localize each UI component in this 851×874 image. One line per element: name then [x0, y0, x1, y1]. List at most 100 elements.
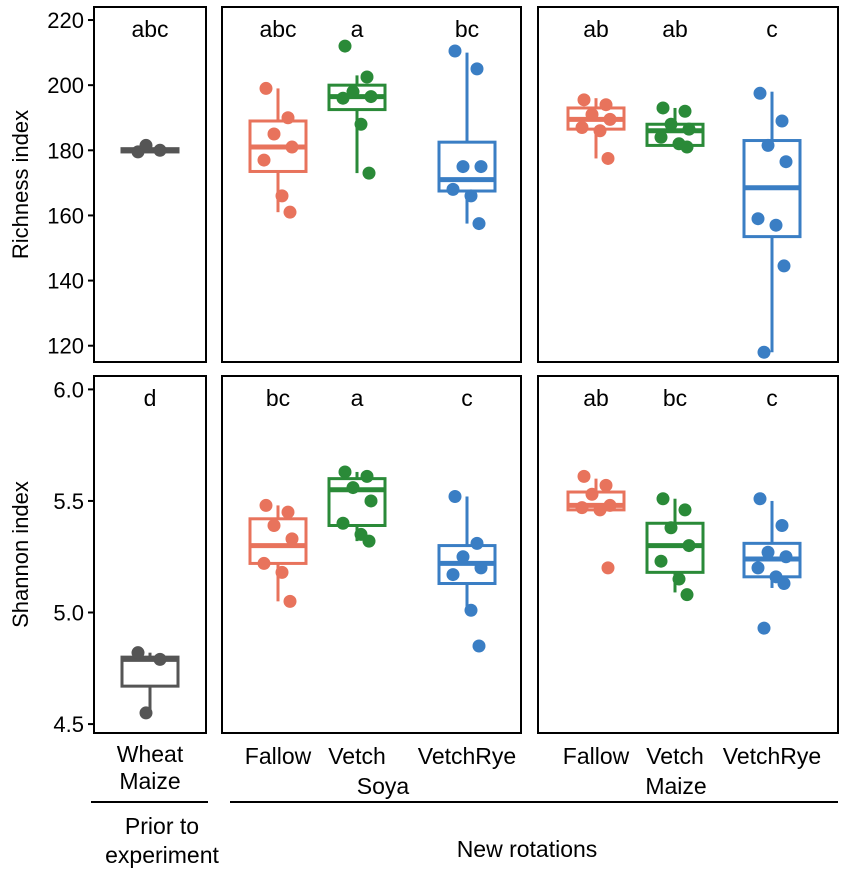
shannon-soya-fallow-point: [275, 565, 289, 579]
shannon-maize-fallow-point: [585, 487, 599, 501]
richness-soya-vetchrye-point: [446, 182, 460, 196]
richness-maize-vetchrye-point: [753, 86, 767, 100]
richness-soya-vetchrye-point: [448, 44, 462, 58]
richness-soya-vetch-point: [338, 39, 352, 53]
group-label-soya: Soya: [357, 773, 410, 799]
shannon-panel-prior: [93, 375, 207, 734]
shannon-maize-fallow-point: [599, 478, 613, 492]
shannon-panel-maize: [537, 375, 839, 734]
richness-maize-vetchrye-point: [761, 138, 775, 152]
richness-maize-vetchrye-point: [779, 155, 793, 169]
richness-maize-vetchrye-point: [775, 114, 789, 128]
shannon-maize-vetchrye-point: [753, 492, 767, 506]
shannon-maize-vetchrye-point: [751, 561, 765, 575]
richness-soya-fallow-point: [275, 189, 289, 203]
richness-maize-vetch-point: [656, 101, 670, 115]
group-label-maize: Maize: [645, 773, 706, 799]
richness-maize-fallow-point: [577, 93, 591, 107]
richness-soya-fallow-sig-letter: abc: [259, 16, 296, 42]
category-label-soya-vetchrye: VetchRye: [418, 743, 516, 769]
shannon-soya-vetchrye-point: [446, 568, 460, 582]
shannon-maize-vetch-point: [682, 539, 696, 553]
richness-maize-fallow-point: [575, 121, 589, 135]
shannon-maize-vetchrye-point: [761, 545, 775, 559]
richness-maize-vetch-point: [682, 122, 696, 136]
shannon-maize-fallow-sig-letter: ab: [583, 385, 609, 411]
category-label-wheat-maize: Wheat: [117, 741, 184, 767]
richness-maize-fallow-point: [593, 124, 607, 138]
shannon-prior-wheatmaize-sig-letter: d: [144, 385, 157, 411]
shannon-y-tick-label: 6.0: [53, 377, 84, 402]
richness-soya-fallow-point: [257, 153, 271, 167]
shannon-soya-vetchrye-point: [448, 489, 462, 503]
shannon-prior-wheatmaize-point: [153, 652, 167, 666]
richness-soya-fallow-point: [267, 127, 281, 141]
shannon-soya-fallow-sig-letter: bc: [266, 385, 290, 411]
shannon-soya-vetchrye-point: [464, 603, 478, 617]
richness-maize-vetchrye-point: [757, 345, 771, 359]
shannon-soya-fallow-point: [267, 518, 281, 532]
richness-soya-vetch-point: [336, 91, 350, 105]
shannon-soya-fallow-point: [259, 498, 273, 512]
shannon-y-tick-label: 4.5: [53, 712, 84, 737]
richness-maize-fallow-point: [585, 107, 599, 121]
shannon-soya-vetch-point: [360, 469, 374, 483]
richness-panel-prior: [93, 6, 207, 363]
shannon-maize-fallow-point: [603, 498, 617, 512]
shannon-soya-vetchrye-point: [472, 639, 486, 653]
shannon-maize-vetch-point: [656, 492, 670, 506]
shannon-maize-vetch-point: [672, 572, 686, 586]
shannon-soya-vetch-point: [364, 494, 378, 508]
shannon-prior-wheatmaize-point: [131, 646, 145, 660]
category-label-wheat-maize: Maize: [119, 768, 180, 794]
category-label-maize-vetch: Vetch: [646, 743, 704, 769]
richness-maize-vetch-point: [678, 104, 692, 118]
richness-maize-vetchrye-point: [751, 212, 765, 226]
shannon-maize-vetch-point: [664, 521, 678, 535]
shannon-maize-vetchrye-point: [775, 518, 789, 532]
shannon-soya-fallow-point: [257, 556, 271, 570]
category-label-maize-fallow: Fallow: [563, 743, 630, 769]
richness-soya-vetch-point: [354, 117, 368, 131]
prior-to-experiment-label: experiment: [105, 842, 219, 868]
shannon-y-tick-label: 5.5: [53, 489, 84, 514]
richness-soya-vetchrye-point: [464, 189, 478, 203]
richness-soya-vetch-point: [360, 70, 374, 84]
richness-soya-vetchrye-point: [474, 160, 488, 174]
shannon-maize-vetchrye-point: [777, 577, 791, 591]
shannon-soya-vetchrye-sig-letter: c: [461, 385, 473, 411]
richness-maize-vetch-point: [654, 130, 668, 144]
richness-soya-vetch-point: [346, 85, 360, 99]
prior-to-experiment-label: Prior to: [125, 813, 199, 839]
richness-maize-fallow-sig-letter: ab: [583, 16, 609, 42]
richness-soya-vetchrye-sig-letter: bc: [455, 16, 479, 42]
category-label-soya-fallow: Fallow: [245, 743, 312, 769]
richness-soya-vetchrye-point: [456, 160, 470, 174]
shannon-maize-vetch-point: [680, 588, 694, 602]
richness-panel-soya: [221, 6, 522, 363]
shannon-maize-vetchrye-point: [757, 621, 771, 635]
shannon-prior-wheatmaize-point: [139, 706, 153, 720]
shannon-maize-vetch-point: [654, 554, 668, 568]
shannon-maize-fallow-point: [601, 561, 615, 575]
richness-soya-vetchrye-point: [472, 217, 486, 231]
richness-soya-fallow-point: [281, 111, 295, 125]
shannon-maize-vetchrye-sig-letter: c: [766, 385, 778, 411]
shannon-maize-vetch-point: [678, 503, 692, 517]
category-label-soya-vetch: Vetch: [328, 743, 386, 769]
richness-prior-wheatmaize-point: [139, 138, 153, 152]
richness-maize-vetchrye-point: [777, 259, 791, 273]
richness-soya-fallow-point: [283, 205, 297, 219]
richness-soya-vetchrye-point: [470, 62, 484, 76]
richness-panel-maize: [537, 6, 839, 363]
shannon-soya-vetch-sig-letter: a: [351, 385, 364, 411]
category-label-maize-vetchrye: VetchRye: [723, 743, 821, 769]
richness-prior-wheatmaize-point: [153, 143, 167, 157]
richness-maize-vetchrye-sig-letter: c: [766, 16, 778, 42]
richness-y-tick-label: 140: [47, 269, 84, 294]
richness-prior-wheatmaize-sig-letter: abc: [131, 16, 168, 42]
shannon-soya-vetch-point: [338, 465, 352, 479]
richness-y-tick-label: 160: [47, 203, 84, 228]
richness-y-tick-label: 120: [47, 334, 84, 359]
